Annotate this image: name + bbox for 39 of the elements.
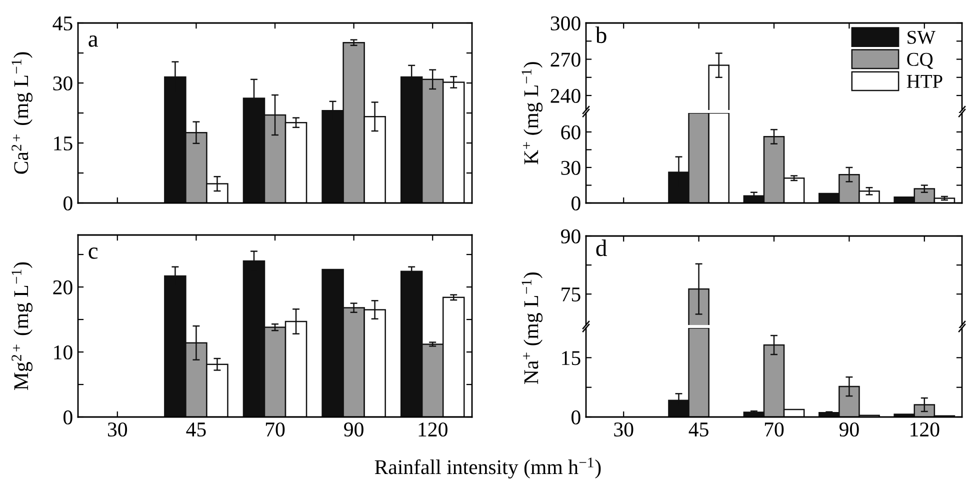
y-tick-label: 0 (572, 410, 580, 424)
legend-label: CQ (907, 52, 934, 69)
y-tick-label: 60 (561, 125, 580, 140)
annotation: d (596, 240, 607, 256)
y-tick-label: 0 (572, 196, 580, 210)
y-tick-label: 270 (550, 52, 580, 67)
x-tick-label: 90 (839, 422, 859, 437)
annotation: c (88, 248, 98, 259)
y-tick-label: 240 (550, 88, 580, 103)
y-tick-label: 30 (53, 76, 72, 90)
y-axis-title: Mg$^{2+}$ (mg L$^{−1}$) (12, 262, 32, 390)
y-tick-label: 75 (562, 288, 580, 302)
y-tick-label: 90 (560, 229, 580, 244)
legend-label: HTP (906, 75, 942, 88)
y-axis-title: Na$^{+}$ (mg L$^{−1}$) (522, 272, 543, 384)
annotation: a (88, 36, 98, 47)
y-tick-label: 45 (52, 16, 72, 30)
annotation: b (595, 26, 606, 44)
y-axis-title: K$^{+}$ (mg L$^{−1}$) (522, 62, 543, 164)
y-tick-label: 300 (550, 16, 580, 30)
x-tick-label: 120 (910, 422, 940, 437)
x-tick-label: 90 (344, 422, 364, 437)
x-tick-label: 45 (688, 422, 708, 437)
x-tick-label: 30 (614, 422, 634, 437)
x-tick-label: 45 (186, 422, 206, 437)
y-tick-label: 15 (54, 136, 72, 150)
y-tick-label: 15 (562, 351, 580, 366)
x-tick-label: 30 (108, 422, 128, 437)
x-tick-label: 120 (418, 422, 448, 437)
y-tick-label: 30 (561, 160, 580, 175)
y-tick-label: 0 (64, 196, 72, 210)
y-tick-label: 20 (53, 280, 72, 294)
legend-label: SW (908, 30, 936, 44)
y-tick-label: 10 (54, 345, 72, 360)
x-tick-label: 70 (764, 422, 784, 437)
x-tick-label: 70 (266, 422, 285, 437)
y-axis-title: Ca$^{2+}$ (mg L$^{−1}$) (12, 52, 32, 174)
x-axis-title: Rainfall intensity (mm h$^{−1}$) (374, 458, 601, 478)
y-tick-label: 0 (64, 410, 72, 424)
